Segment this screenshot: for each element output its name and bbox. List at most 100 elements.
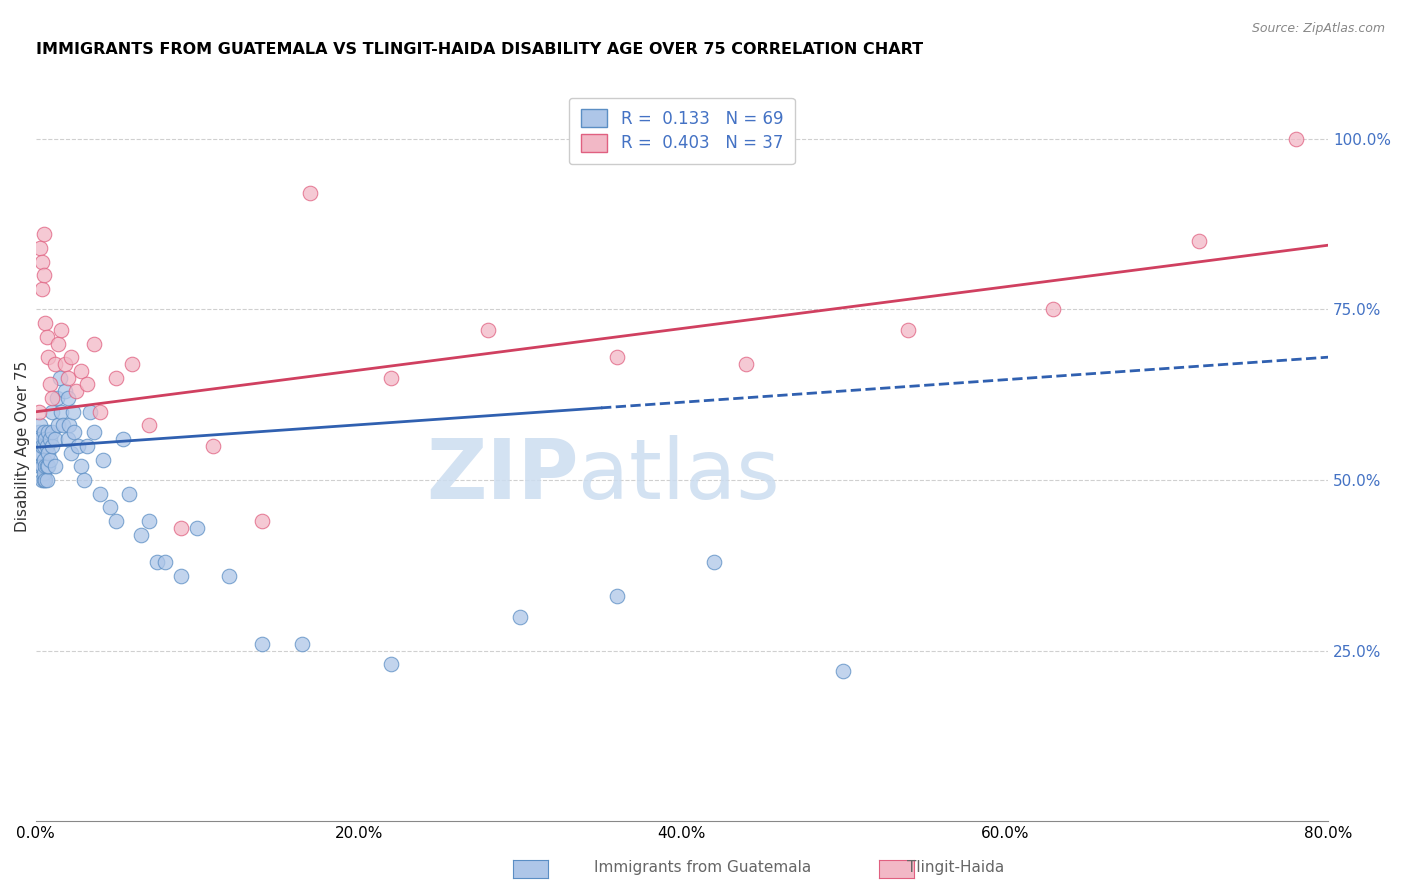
Point	[32, 473, 55, 487]
Point	[32, 467, 55, 481]
Point	[299, 186, 322, 201]
Point	[31, 439, 53, 453]
Point	[34, 473, 56, 487]
Point	[250, 637, 273, 651]
Text: Immigrants from Guatemala: Immigrants from Guatemala	[595, 861, 811, 875]
Point	[380, 657, 402, 672]
Point	[49, 370, 72, 384]
Point	[31, 254, 53, 268]
Point	[69, 459, 91, 474]
Text: Tlingit-Haida: Tlingit-Haida	[907, 861, 1005, 875]
Point	[735, 357, 758, 371]
Point	[60, 446, 83, 460]
Point	[41, 425, 63, 440]
Point	[121, 357, 143, 371]
Point	[41, 391, 63, 405]
Point	[153, 555, 176, 569]
Legend: R =  0.133   N = 69, R =  0.403   N = 37: R = 0.133 N = 69, R = 0.403 N = 37	[569, 97, 794, 164]
Point	[34, 316, 56, 330]
Point	[73, 473, 96, 487]
Point	[1188, 234, 1211, 248]
Point	[56, 370, 79, 384]
Point	[52, 418, 75, 433]
Point	[32, 425, 55, 440]
Point	[53, 384, 76, 399]
Point	[31, 282, 53, 296]
Point	[51, 405, 73, 419]
Point	[37, 425, 59, 440]
Point	[93, 452, 115, 467]
Point	[56, 432, 79, 446]
Point	[35, 329, 58, 343]
Point	[44, 432, 66, 446]
Point	[39, 377, 62, 392]
Point	[380, 370, 402, 384]
Point	[606, 589, 628, 603]
Point	[46, 336, 69, 351]
Point	[39, 432, 62, 446]
Point	[28, 446, 51, 460]
Point	[186, 521, 208, 535]
Point	[56, 391, 79, 405]
Point	[30, 418, 52, 433]
Point	[35, 459, 58, 474]
Point	[89, 487, 111, 501]
Point	[138, 514, 160, 528]
Point	[28, 425, 51, 440]
Point	[30, 446, 52, 460]
Point	[129, 527, 152, 541]
Point	[170, 568, 193, 582]
Text: Source: ZipAtlas.com: Source: ZipAtlas.com	[1251, 22, 1385, 36]
Point	[58, 418, 80, 433]
Point	[509, 609, 531, 624]
Point	[98, 500, 121, 515]
Point	[477, 323, 499, 337]
Point	[250, 514, 273, 528]
Point	[1285, 131, 1308, 145]
Point	[63, 425, 86, 440]
Point	[118, 487, 141, 501]
Point	[111, 432, 134, 446]
Point	[34, 432, 56, 446]
Point	[41, 405, 63, 419]
Point	[41, 439, 63, 453]
Point	[83, 336, 105, 351]
Point	[60, 350, 83, 364]
Point	[606, 350, 628, 364]
Point	[138, 418, 160, 433]
Point	[46, 418, 69, 433]
Point	[35, 439, 58, 453]
Point	[37, 350, 59, 364]
Point	[62, 405, 84, 419]
Point	[31, 473, 53, 487]
Point	[30, 432, 52, 446]
Point	[291, 637, 314, 651]
Point	[30, 241, 52, 255]
Point	[32, 439, 55, 453]
Point	[703, 555, 725, 569]
Point	[32, 452, 55, 467]
Point	[37, 446, 59, 460]
Point	[39, 452, 62, 467]
Point	[32, 227, 55, 242]
Text: ZIP: ZIP	[426, 435, 578, 516]
Point	[170, 521, 193, 535]
Point	[1042, 302, 1064, 317]
Point	[69, 364, 91, 378]
Point	[145, 555, 167, 569]
Point	[66, 439, 89, 453]
Point	[35, 473, 58, 487]
Point	[31, 459, 53, 474]
Point	[37, 459, 59, 474]
Point	[83, 425, 105, 440]
Y-axis label: Disability Age Over 75: Disability Age Over 75	[15, 360, 30, 532]
Point	[30, 459, 52, 474]
Point	[105, 514, 128, 528]
Point	[45, 391, 67, 405]
Point	[44, 459, 66, 474]
Point	[897, 323, 920, 337]
Text: IMMIGRANTS FROM GUATEMALA VS TLINGIT-HAIDA DISABILITY AGE OVER 75 CORRELATION CH: IMMIGRANTS FROM GUATEMALA VS TLINGIT-HAI…	[35, 42, 922, 57]
Point	[44, 357, 66, 371]
Point	[34, 459, 56, 474]
Point	[32, 268, 55, 283]
